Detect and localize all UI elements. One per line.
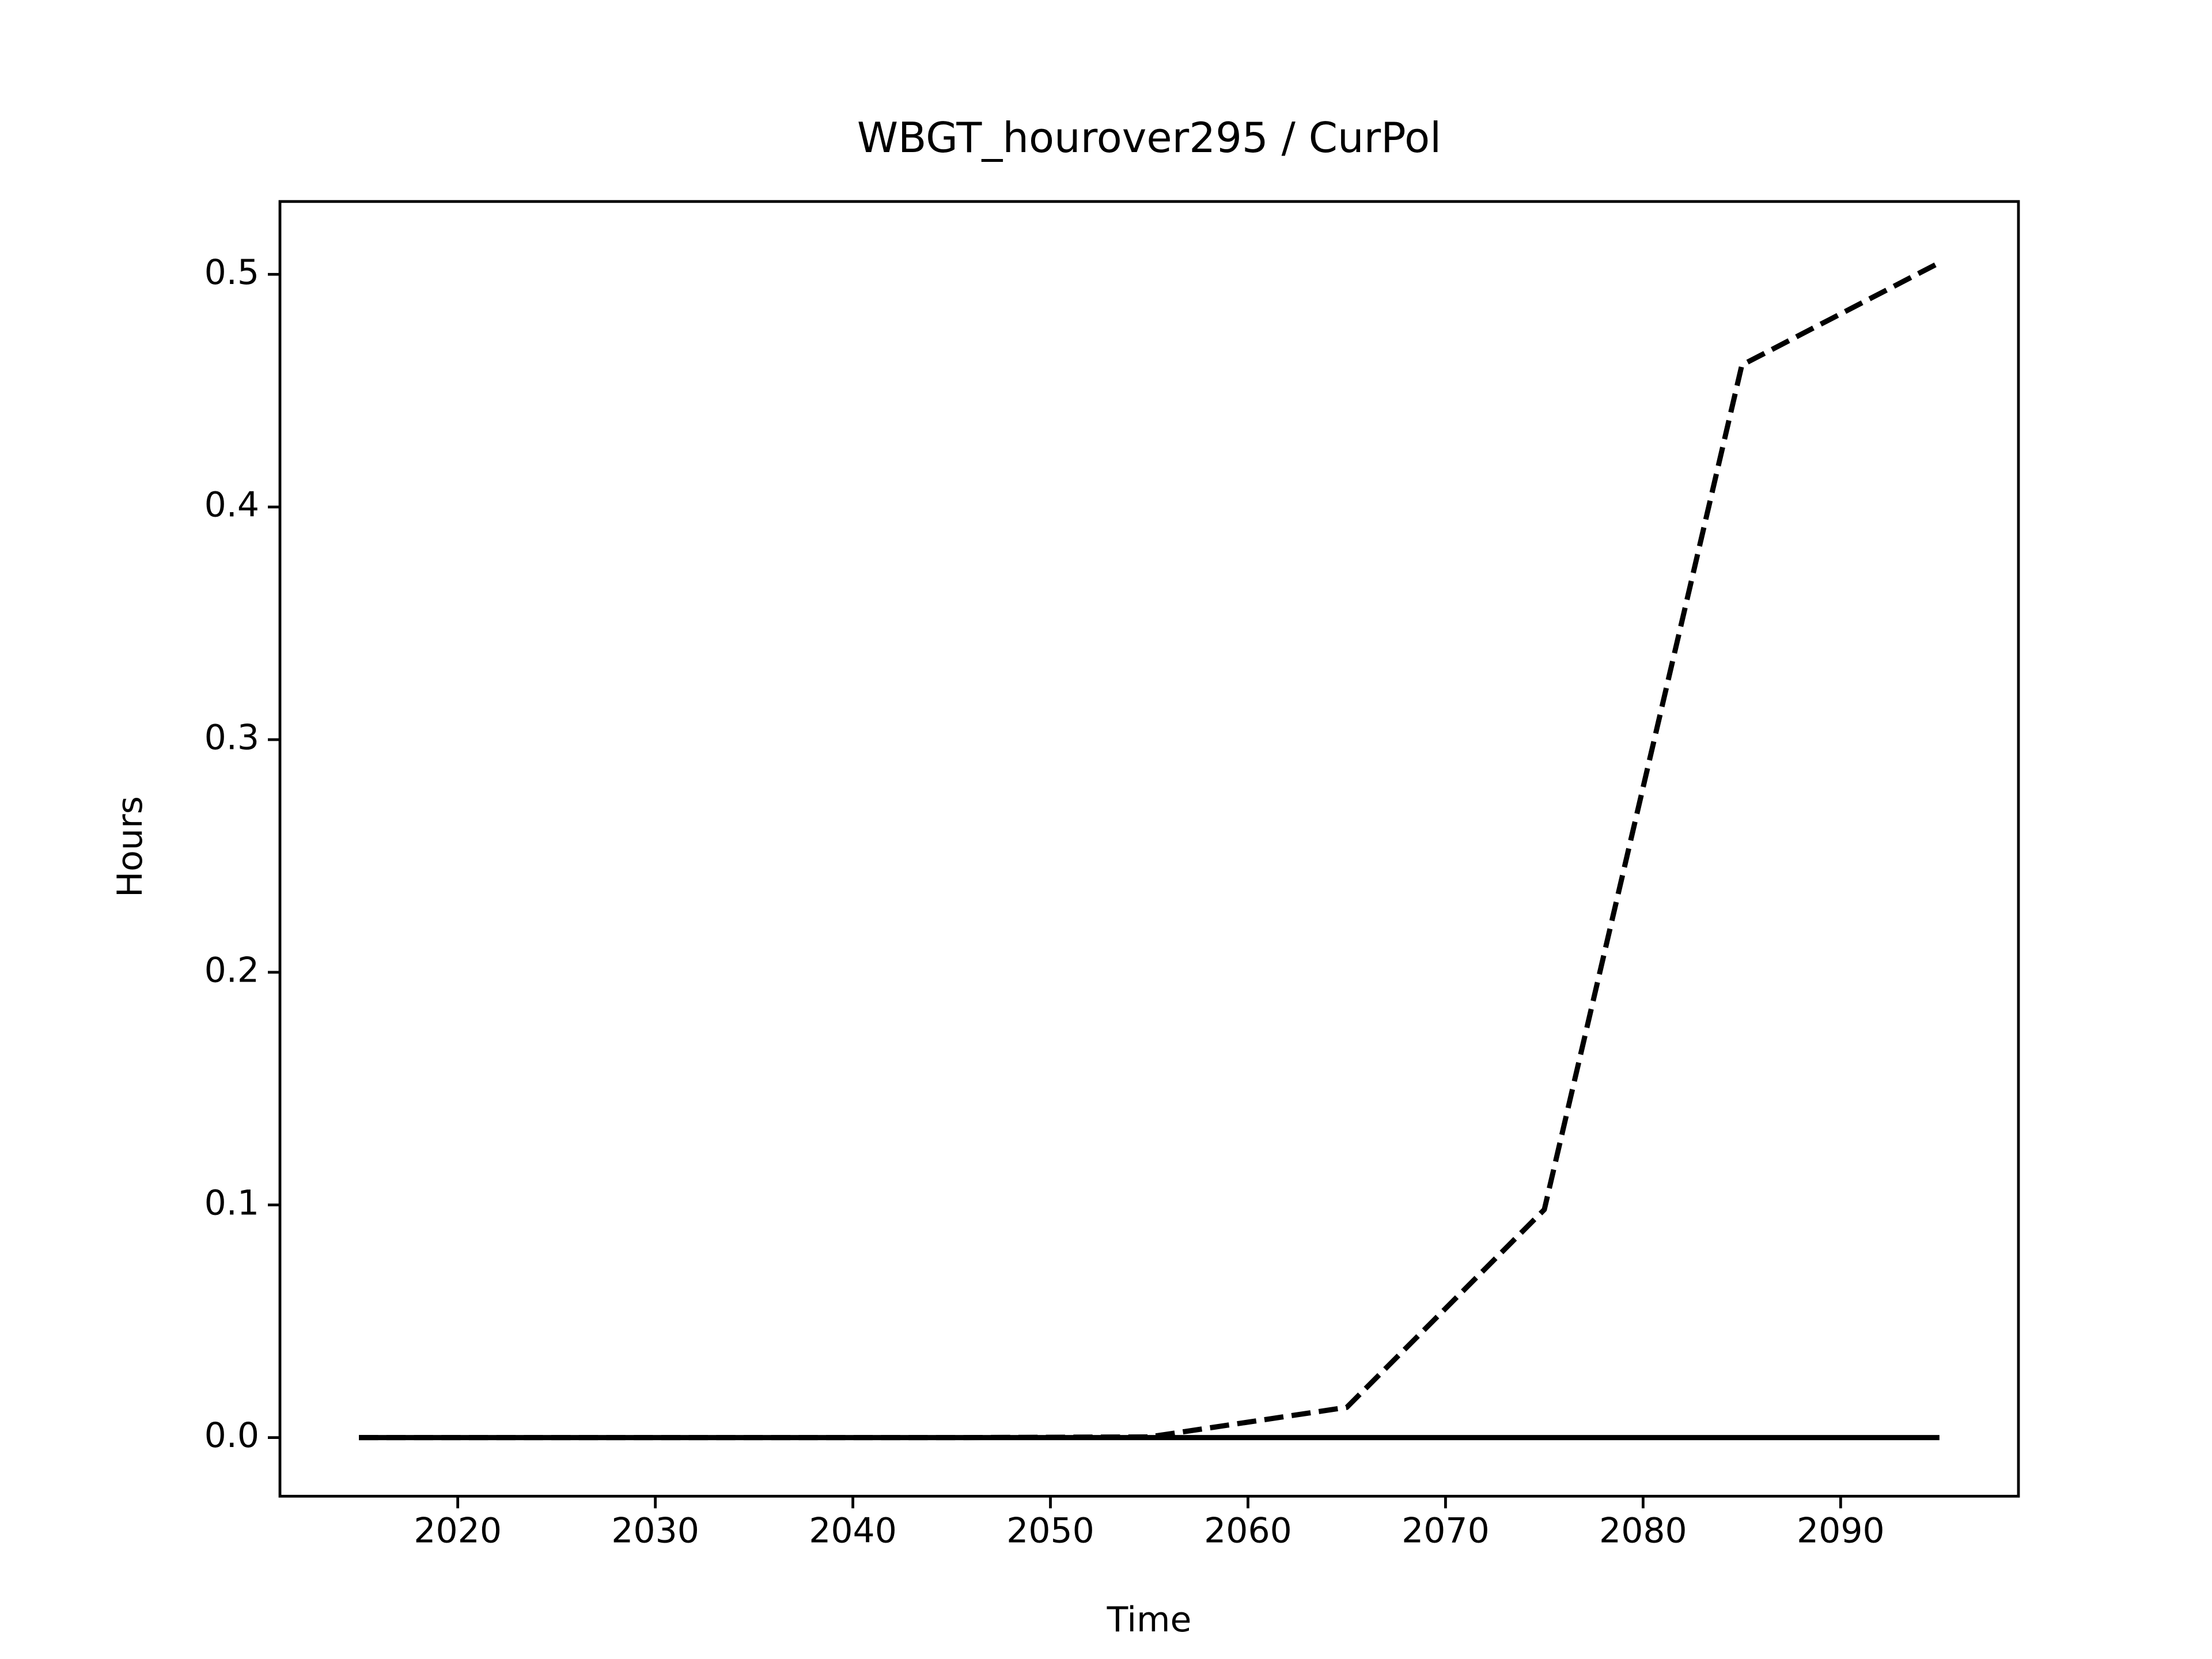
x-axis-label: Time bbox=[1107, 1600, 1192, 1640]
x-tick-label: 2060 bbox=[1204, 1510, 1292, 1551]
x-tick-label: 2030 bbox=[611, 1510, 699, 1551]
x-tick-label: 2040 bbox=[809, 1510, 897, 1551]
chart-title: WBGT_hourover295 / CurPol bbox=[857, 113, 1441, 162]
y-tick-label: 0.0 bbox=[204, 1415, 259, 1456]
y-axis-label: Hours bbox=[110, 796, 150, 897]
x-tick-label: 2090 bbox=[1797, 1510, 1885, 1551]
y-tick-label: 0.4 bbox=[204, 485, 259, 525]
y-tick-label: 0.2 bbox=[204, 950, 259, 990]
x-tick-label: 2050 bbox=[1006, 1510, 1094, 1551]
x-tick-label: 2070 bbox=[1402, 1510, 1490, 1551]
axes-frame bbox=[278, 200, 2020, 1498]
x-tick-label: 2020 bbox=[414, 1510, 502, 1551]
y-tick-label: 0.1 bbox=[204, 1183, 259, 1223]
y-tick-label: 0.5 bbox=[204, 252, 259, 293]
y-tick-label: 0.3 bbox=[204, 718, 259, 758]
x-tick-label: 2080 bbox=[1599, 1510, 1687, 1551]
